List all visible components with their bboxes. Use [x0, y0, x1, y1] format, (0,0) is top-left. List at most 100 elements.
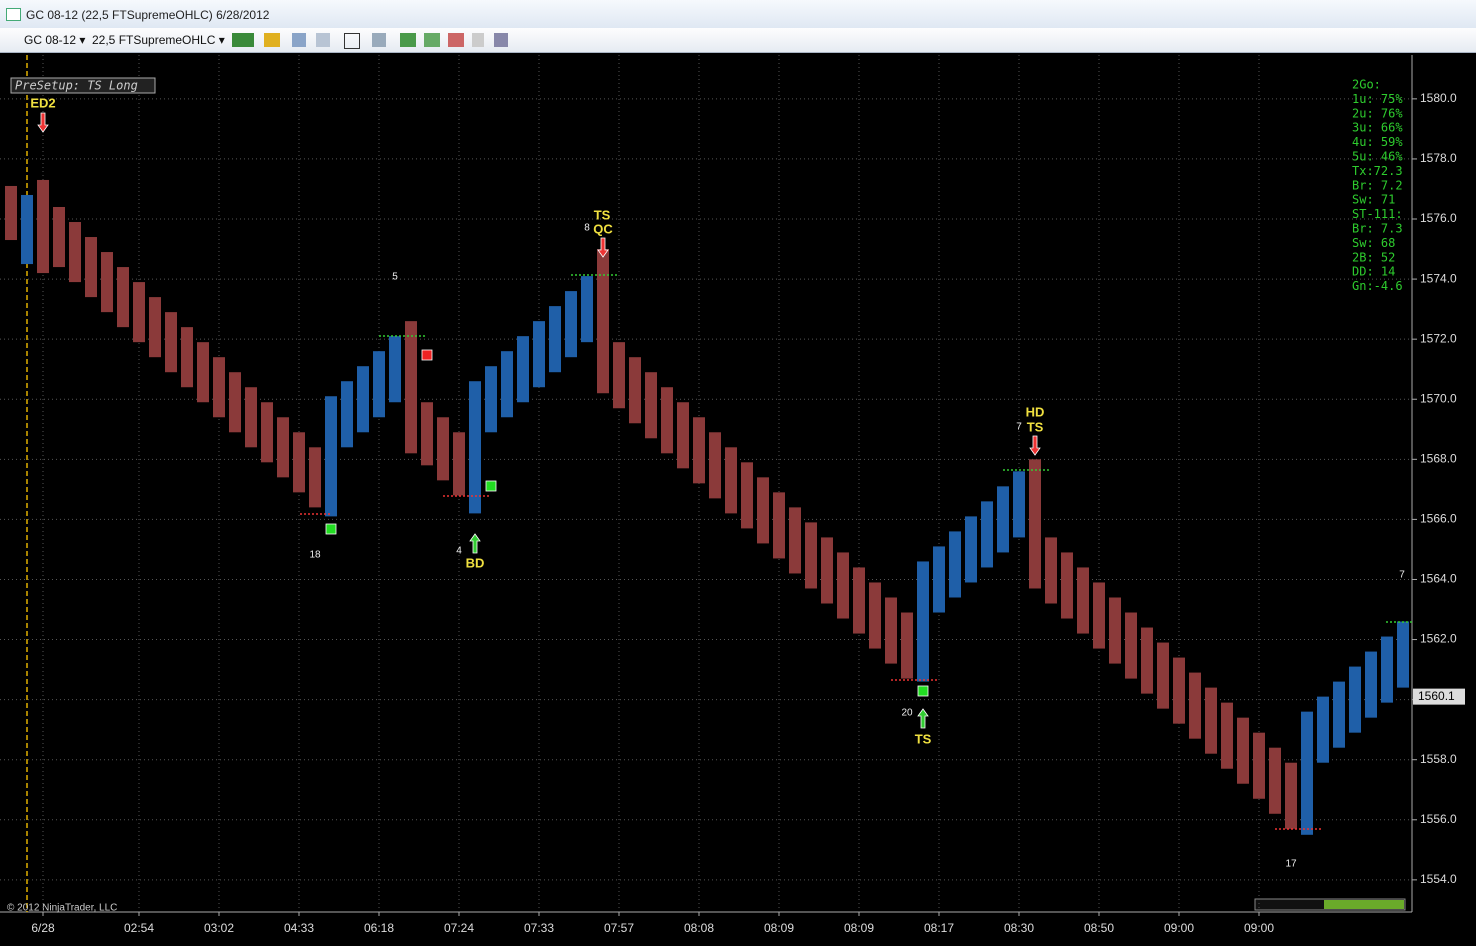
stat-line: ST-111: — [1352, 207, 1403, 221]
x-tick-label: 08:09 — [844, 921, 874, 935]
properties-button[interactable] — [448, 33, 464, 47]
price-bar — [261, 402, 273, 463]
indicator-button[interactable] — [400, 33, 416, 47]
y-tick-label: 1562.0 — [1420, 632, 1457, 646]
price-bar — [741, 462, 753, 529]
price-bar — [37, 179, 49, 274]
price-bar — [1061, 552, 1073, 619]
price-bar — [837, 552, 849, 619]
annotation: 8 — [584, 223, 590, 234]
annotation: TS — [594, 207, 611, 222]
price-bar — [21, 194, 33, 265]
signal-square — [325, 523, 337, 535]
price-bar — [389, 336, 401, 403]
price-bar — [501, 351, 513, 418]
instrument-selector[interactable]: GC 08-12 ▾ — [24, 33, 86, 47]
stat-line: Sw: 71 — [1352, 193, 1395, 207]
price-bar — [1317, 696, 1329, 763]
price-bar — [1237, 717, 1249, 784]
annotation: 4 — [456, 546, 462, 557]
price-bar — [1253, 732, 1265, 799]
pan-button[interactable] — [316, 33, 330, 47]
price-bar — [341, 381, 353, 448]
price-bar — [149, 297, 161, 358]
price-bar — [581, 276, 593, 343]
price-bar — [805, 522, 817, 589]
price-bar — [197, 342, 209, 403]
price-bar — [1221, 702, 1233, 769]
data-button[interactable] — [472, 33, 484, 47]
chart: © 2012 NinjaTrader, LLC 1554.0 1556.0 1558… — [0, 53, 1476, 946]
y-tick-label: 1558.0 — [1420, 752, 1457, 766]
price-bar — [309, 447, 321, 508]
stat-line: 2B: 52 — [1352, 250, 1395, 264]
period-selector[interactable]: 22,5 FTSupremeOHLC ▾ — [92, 33, 225, 47]
price-bar — [1269, 747, 1281, 814]
price-bar — [277, 417, 289, 478]
crosshair-button[interactable] — [344, 33, 360, 49]
copyright: © 2012 NinjaTrader, LLC — [7, 903, 117, 914]
annotation: 17 — [1285, 859, 1297, 870]
x-tick-label: 6/28 — [31, 921, 55, 935]
price-bar — [917, 561, 929, 682]
stat-line: Sw: 68 — [1352, 236, 1395, 250]
x-tick-label: 07:57 — [604, 921, 634, 935]
x-tick-label: 07:24 — [444, 921, 474, 935]
app-icon — [6, 8, 21, 21]
stat-line: Tx:72.3 — [1352, 164, 1403, 178]
x-tick-label: 02:54 — [124, 921, 154, 935]
draw-button[interactable] — [264, 33, 280, 47]
price-bar — [549, 306, 561, 373]
title-bar: GC 08-12 (22,5 FTSupremeOHLC) 6/28/2012 — [0, 0, 1476, 28]
annotation: TS — [1027, 419, 1044, 434]
y-tick-label: 1574.0 — [1420, 271, 1457, 285]
signal-arrow — [37, 112, 49, 133]
price-bar — [1077, 567, 1089, 634]
last-price-box — [1413, 688, 1465, 705]
annotation: 7 — [1399, 570, 1405, 581]
price-bar — [165, 312, 177, 373]
price-bar — [677, 402, 689, 469]
price-bar — [437, 417, 449, 481]
price-bar — [661, 387, 673, 454]
y-tick-label: 1566.0 — [1420, 512, 1457, 526]
price-bar — [645, 372, 657, 439]
price-bar — [821, 537, 833, 604]
price-bar — [469, 381, 481, 514]
price-bar — [453, 432, 465, 496]
setup-box — [10, 77, 156, 94]
signal-square — [917, 685, 929, 697]
search-button[interactable] — [372, 33, 386, 47]
price-bar — [773, 492, 785, 559]
strategy-button[interactable] — [424, 33, 440, 47]
price-bar — [1045, 537, 1057, 604]
price-bar — [965, 516, 977, 583]
stat-line: 5u: 46% — [1352, 150, 1403, 164]
price-bar — [997, 486, 1009, 553]
x-tick-label: 08:30 — [1004, 921, 1034, 935]
x-tick-label: 08:09 — [764, 921, 794, 935]
layout-button[interactable] — [494, 33, 508, 47]
price-bar — [373, 351, 385, 418]
annotation: HD — [1026, 404, 1045, 419]
last-price-label: 1560.1 — [1418, 689, 1455, 703]
x-tick-label: 09:00 — [1164, 921, 1194, 935]
price-bar — [517, 336, 529, 403]
bar-type-button[interactable] — [232, 33, 254, 47]
x-tick-label: 09:00 — [1244, 921, 1274, 935]
y-tick-label: 1572.0 — [1420, 331, 1457, 345]
price-bar — [693, 417, 705, 484]
stat-line: Br: 7.3 — [1352, 222, 1403, 236]
price-bar — [405, 321, 417, 454]
price-bar — [1333, 681, 1345, 748]
price-bar — [789, 507, 801, 574]
price-bar — [1381, 636, 1393, 703]
signal-arrow — [1029, 435, 1041, 456]
zoom-button[interactable] — [292, 33, 306, 47]
price-bar — [1109, 597, 1121, 664]
price-bar — [629, 357, 641, 424]
period: 22,5 FTSupremeOHLC — [92, 33, 216, 47]
x-tick-label: 08:50 — [1084, 921, 1114, 935]
price-bar — [1141, 627, 1153, 694]
price-bar — [1157, 642, 1169, 709]
